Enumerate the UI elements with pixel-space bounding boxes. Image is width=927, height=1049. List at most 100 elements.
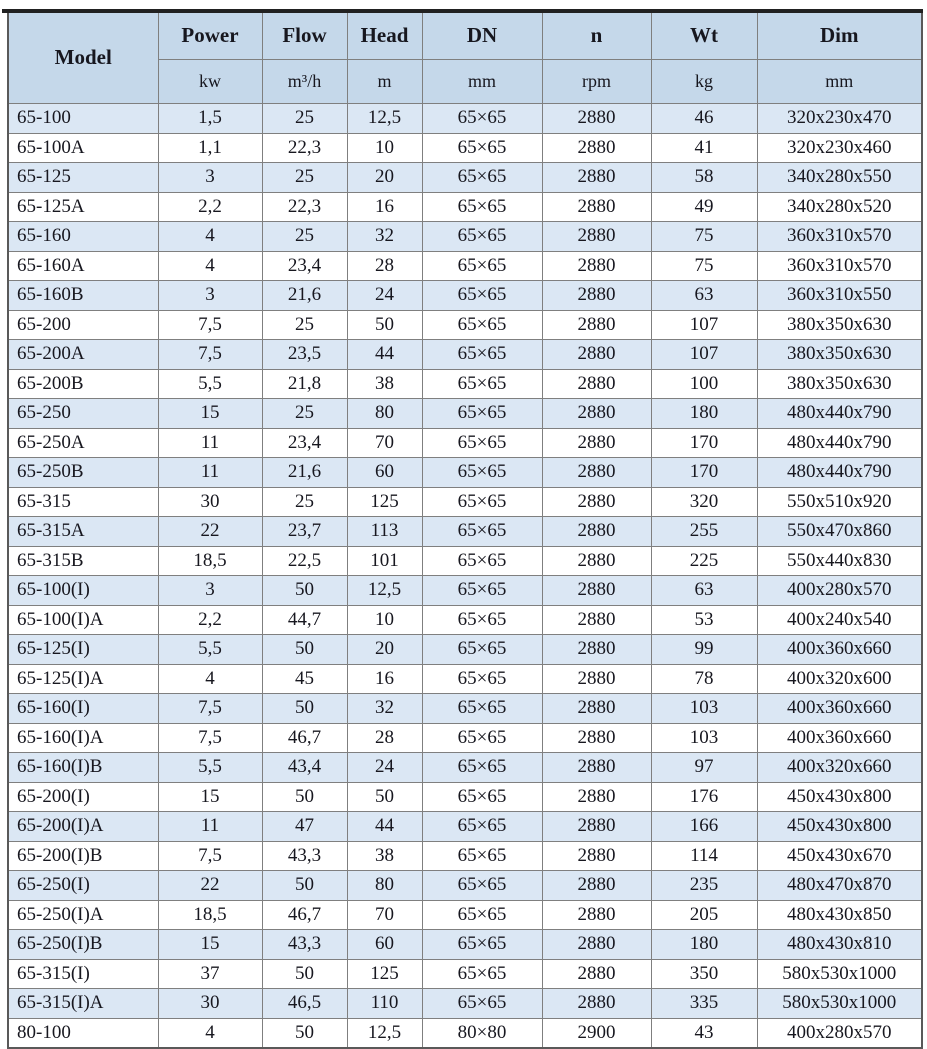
cell-dim: 340x280x550 [756,162,923,193]
cell-head: 125 [346,486,423,517]
cell-model: 65-200B [7,368,159,399]
cell-wt: 103 [650,693,758,724]
cell-n: 2880 [541,339,652,370]
cell-head: 28 [346,722,423,753]
cell-flow: 46,7 [261,899,348,930]
cell-dn: 65×65 [421,280,543,311]
cell-dn: 65×65 [421,427,543,458]
cell-wt: 75 [650,221,758,252]
cell-wt: 103 [650,722,758,753]
cell-n: 2880 [541,457,652,488]
cell-flow: 43,4 [261,752,348,783]
cell-model: 65-160(I)A [7,722,159,753]
cell-wt: 63 [650,575,758,606]
table-row: 65-200A 7,5 23,5 44 65×65 2880 107 380x350x630 [7,339,923,370]
cell-model: 65-250 [7,398,159,429]
cell-head: 50 [346,309,423,340]
cell-dim: 320x230x460 [756,132,923,163]
table-row: 65-160B 3 21,6 24 65×65 2880 63 360x310x550 [7,280,923,311]
cell-head: 38 [346,368,423,399]
cell-power: 5,5 [157,752,263,783]
cell-power: 11 [157,811,263,842]
table-row: 65-100 1,5 25 12,5 65×65 2880 46 320x230x470 [7,103,923,134]
cell-model: 65-200A [7,339,159,370]
cell-wt: 170 [650,427,758,458]
cell-n: 2880 [541,368,652,399]
cell-power: 7,5 [157,309,263,340]
cell-wt: 180 [650,929,758,960]
cell-n: 2880 [541,309,652,340]
cell-dn: 65×65 [421,250,543,281]
table-body: 65-100 1,5 25 12,5 65×65 2880 46 320x230x470 65-… [7,103,923,1049]
cell-dim: 480x430x810 [756,929,923,960]
cell-dim: 480x440x790 [756,427,923,458]
cell-head: 12,5 [346,1017,423,1049]
cell-power: 5,5 [157,634,263,665]
cell-wt: 63 [650,280,758,311]
cell-flow: 45 [261,663,348,694]
cell-wt: 107 [650,309,758,340]
cell-head: 12,5 [346,103,423,134]
cell-wt: 78 [650,663,758,694]
cell-n: 2880 [541,840,652,871]
cell-n: 2880 [541,693,652,724]
cell-power: 5,5 [157,368,263,399]
unit-dim: mm [756,59,923,104]
cell-flow: 50 [261,693,348,724]
cell-wt: 41 [650,132,758,163]
cell-head: 113 [346,516,423,547]
cell-flow: 23,4 [261,250,348,281]
column-header-model: Model [7,9,159,104]
cell-dn: 65×65 [421,634,543,665]
cell-wt: 320 [650,486,758,517]
column-header-dim: Dim [756,9,923,60]
cell-flow: 50 [261,870,348,901]
table-row: 65-250 15 25 80 65×65 2880 180 480x440x790 [7,398,923,429]
cell-power: 4 [157,250,263,281]
cell-n: 2880 [541,752,652,783]
cell-flow: 47 [261,811,348,842]
cell-power: 22 [157,870,263,901]
cell-n: 2880 [541,486,652,517]
cell-dim: 320x230x470 [756,103,923,134]
table-row: 65-315A 22 23,7 113 65×65 2880 255 550x470x860 [7,516,923,547]
cell-model: 65-250(I)B [7,929,159,960]
cell-model: 65-100(I)A [7,604,159,635]
cell-wt: 100 [650,368,758,399]
cell-model: 65-100 [7,103,159,134]
cell-model: 65-315(I)A [7,988,159,1019]
column-header-dn: DN [421,9,543,60]
cell-model: 65-315A [7,516,159,547]
cell-wt: 350 [650,958,758,989]
cell-power: 22 [157,516,263,547]
cell-n: 2880 [541,427,652,458]
cell-head: 20 [346,162,423,193]
table-row: 65-125 3 25 20 65×65 2880 58 340x280x550 [7,162,923,193]
cell-flow: 43,3 [261,929,348,960]
cell-power: 2,2 [157,191,263,222]
cell-power: 4 [157,221,263,252]
table-row: 65-160A 4 23,4 28 65×65 2880 75 360x310x570 [7,250,923,281]
cell-power: 18,5 [157,899,263,930]
cell-head: 70 [346,427,423,458]
cell-flow: 23,7 [261,516,348,547]
cell-model: 65-200(I)B [7,840,159,871]
cell-dim: 360x310x550 [756,280,923,311]
cell-model: 65-250(I)A [7,899,159,930]
cell-wt: 49 [650,191,758,222]
unit-n: rpm [541,59,652,104]
table-row: 65-100(I)A 2,2 44,7 10 65×65 2880 53 400x240x54… [7,604,923,635]
table-header: Model Power Flow Head DN n Wt Dim kw m³/… [7,9,923,104]
cell-power: 30 [157,988,263,1019]
cell-model: 65-100(I) [7,575,159,606]
cell-head: 80 [346,870,423,901]
cell-power: 7,5 [157,840,263,871]
cell-flow: 22,5 [261,545,348,576]
table-row: 65-250A 11 23,4 70 65×65 2880 170 480x440x790 [7,427,923,458]
cell-wt: 335 [650,988,758,1019]
cell-n: 2880 [541,545,652,576]
cell-head: 16 [346,191,423,222]
cell-wt: 99 [650,634,758,665]
table-row: 65-200(I) 15 50 50 65×65 2880 176 450x430x800 [7,781,923,812]
cell-wt: 46 [650,103,758,134]
